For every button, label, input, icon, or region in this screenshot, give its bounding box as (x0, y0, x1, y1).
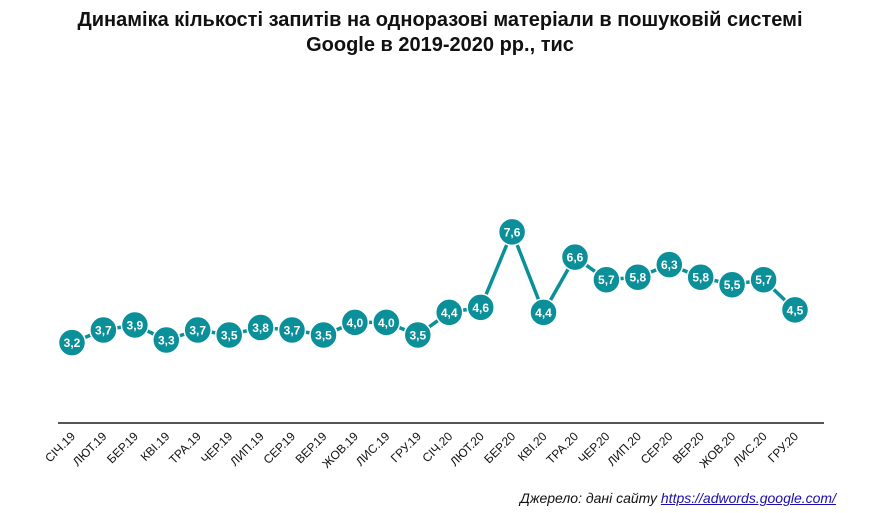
data-label: 3,5 (409, 329, 426, 343)
data-point (497, 217, 527, 247)
data-point (529, 298, 558, 327)
source-note: Джерело: дані сайту https://adwords.goog… (520, 490, 836, 506)
data-point (152, 325, 181, 355)
data-label: 4,6 (472, 301, 489, 315)
data-point (623, 262, 653, 292)
data-point (686, 262, 715, 292)
data-point (372, 308, 401, 337)
data-point (749, 265, 778, 294)
data-point (183, 315, 212, 345)
source-prefix: Джерело: дані сайту (520, 490, 661, 506)
x-tick-label: ЛИП.20 (604, 429, 644, 469)
x-tick-label: ЛИП.19 (227, 429, 267, 469)
data-point (277, 315, 307, 345)
data-label: 5,8 (692, 271, 709, 285)
data-point (780, 295, 810, 325)
data-label: 4,0 (347, 316, 364, 330)
x-tick-label: ЛИС.20 (730, 429, 770, 469)
data-label: 3,7 (95, 324, 112, 338)
data-label: 5,5 (724, 278, 741, 292)
data-point (403, 320, 433, 350)
data-label: 5,7 (598, 273, 615, 287)
chart-title-line-1: Динаміка кількості запитів на одноразові… (77, 9, 803, 31)
series-line (71, 230, 797, 345)
data-label: 3,5 (315, 329, 332, 343)
data-point (89, 315, 118, 345)
data-point (309, 320, 338, 350)
data-label: 4,4 (535, 306, 552, 320)
x-tick-label: БЕР.20 (481, 429, 518, 466)
data-point (246, 313, 275, 342)
data-point (717, 270, 747, 299)
data-point (434, 298, 464, 327)
data-label: 6,3 (661, 258, 678, 272)
data-label: 5,8 (629, 271, 646, 285)
x-tick-label: ГРУ.19 (388, 429, 424, 465)
data-label: 3,2 (64, 336, 81, 350)
data-point (466, 293, 495, 322)
data-label: 3,3 (158, 334, 175, 348)
data-point (120, 310, 150, 340)
data-label: 3,9 (127, 319, 144, 333)
data-label: 3,8 (252, 321, 269, 335)
x-tick-label: СЕР.19 (261, 429, 299, 467)
data-label: 5,7 (755, 273, 772, 287)
data-label: 3,7 (189, 324, 206, 338)
data-point (214, 320, 244, 350)
x-tick-label: ГРУ.20 (765, 429, 801, 465)
data-label: 3,5 (221, 329, 238, 343)
data-label: 7,6 (504, 225, 521, 239)
x-tick-label: ЛЮТ.20 (447, 429, 487, 469)
source-link[interactable]: https://adwords.google.com/ (660, 490, 836, 506)
data-point (592, 265, 621, 294)
x-tick-label: ЛЮТ.19 (70, 429, 110, 469)
data-point (655, 250, 684, 279)
data-label: 3,7 (284, 324, 301, 338)
chart-title-line-2: Google в 2019-2020 рр., тис (306, 34, 574, 56)
data-label: 6,6 (567, 251, 584, 265)
x-tick-label: ЛИС.19 (353, 429, 393, 469)
x-tick-label: СЕР.20 (638, 429, 676, 467)
data-label: 4,4 (441, 306, 458, 320)
data-label: 4,0 (378, 316, 395, 330)
chart-title: Динаміка кількості запитів на одноразові… (0, 8, 880, 58)
data-point (57, 328, 87, 357)
x-tick-label: ТРА.20 (543, 429, 581, 467)
data-point (560, 242, 590, 272)
x-tick-label: ТРА.19 (166, 429, 204, 467)
x-tick-label: БЕР.19 (104, 429, 141, 466)
data-label: 4,5 (787, 303, 804, 317)
data-point (340, 308, 370, 337)
